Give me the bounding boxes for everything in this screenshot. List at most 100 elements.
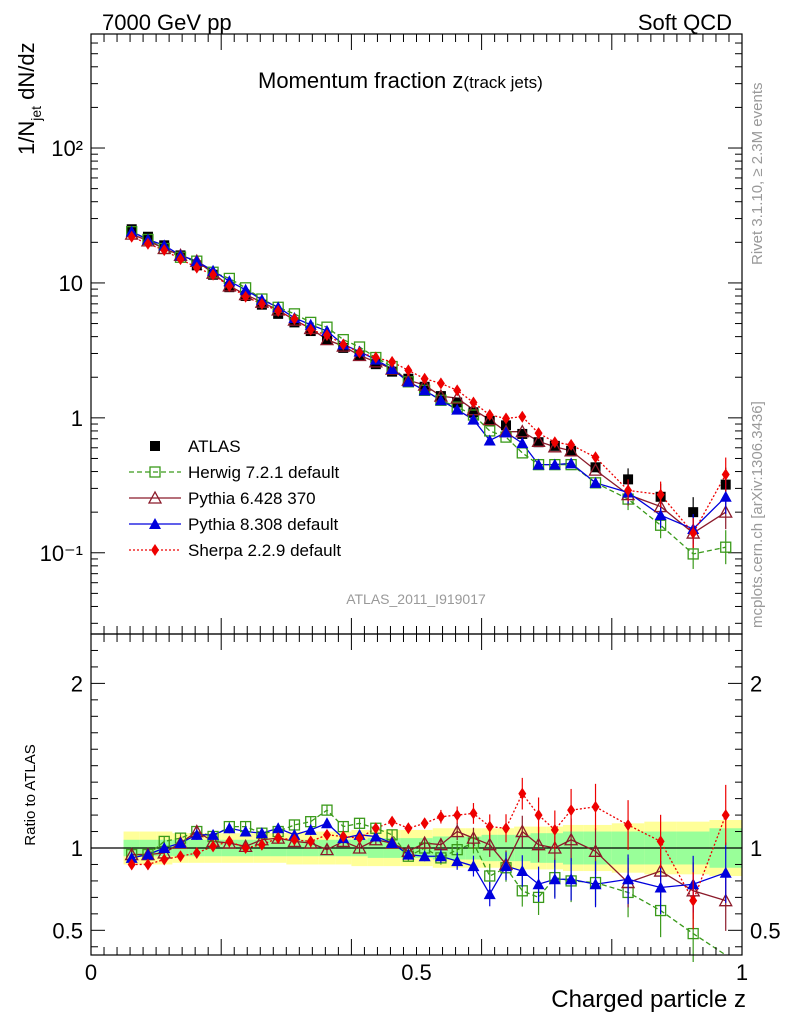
pythia8-marker <box>141 848 154 860</box>
sherpa-marker <box>388 815 397 828</box>
sherpa-marker <box>143 237 152 250</box>
sherpa-marker <box>160 244 169 257</box>
sherpa-marker <box>420 817 429 830</box>
pythia8-marker <box>622 873 635 885</box>
pythia8-marker <box>654 509 667 521</box>
sherpa-marker <box>656 835 665 848</box>
pythia8-marker <box>304 823 317 835</box>
sherpa-marker <box>306 835 315 848</box>
sherpa-marker <box>339 830 348 843</box>
pythia8-marker <box>467 860 480 872</box>
pythia6-marker <box>718 893 733 907</box>
legend-label-atlas: ATLAS <box>188 437 241 456</box>
main-title: Momentum fraction z(track jets) <box>258 68 543 93</box>
pythia8-marker <box>190 255 203 267</box>
pythia8-marker <box>149 518 161 529</box>
atlas-marker <box>623 474 634 485</box>
sherpa-marker <box>355 832 364 845</box>
pythia8-marker <box>483 434 496 446</box>
rivet-label: Rivet 3.1.10, ≥ 2.3M events <box>749 83 766 266</box>
pythia8-marker <box>500 426 513 438</box>
pythia6-marker <box>319 332 335 346</box>
pythia6-marker <box>319 842 335 856</box>
pythia6-marker <box>531 433 546 447</box>
sherpa-marker <box>225 835 234 848</box>
pythia6-marker <box>547 439 562 453</box>
sherpa-marker <box>339 338 348 351</box>
pythia8-marker <box>500 860 513 872</box>
pythia6-marker <box>564 443 579 457</box>
sherpa-marker <box>420 372 429 385</box>
ratio-y-tick-label-right: 2 <box>750 671 762 696</box>
title-main: Momentum fraction <box>258 68 452 93</box>
sherpa-marker <box>518 410 527 423</box>
sherpa-marker <box>192 846 201 859</box>
sherpa-marker <box>322 329 331 342</box>
pythia8-marker <box>532 458 545 470</box>
pythia8-marker <box>239 825 252 837</box>
pythia8-marker <box>320 817 333 829</box>
sherpa-marker <box>502 822 511 835</box>
pythia6-marker <box>352 840 367 854</box>
sherpa-marker <box>371 351 380 364</box>
pythia8-marker <box>223 822 236 834</box>
pythia8-marker <box>516 865 529 877</box>
sherpa-marker <box>160 853 169 866</box>
pythia8-marker <box>125 851 138 863</box>
pythia8-marker <box>272 822 285 834</box>
pythia8-marker <box>548 458 561 470</box>
sherpa-marker <box>721 468 730 481</box>
sherpa-marker <box>371 822 380 835</box>
x-axis-label: Charged particle z <box>551 986 746 1013</box>
legend-label-pythia6: Pythia 6.428 370 <box>188 489 316 508</box>
mcplots-label: mcplots.cern.ch [arXiv:1306.3436] <box>749 401 766 628</box>
sherpa-marker <box>721 809 730 822</box>
atlas-marker <box>517 428 528 439</box>
sherpa-marker <box>306 323 315 336</box>
legend: ATLAS Herwig 7.2.1 default Pythia 6.428 37… <box>129 437 341 560</box>
sherpa-marker <box>176 253 185 266</box>
pythia8-marker <box>369 830 382 842</box>
title-var: z <box>452 68 463 93</box>
sherpa-marker <box>257 297 266 310</box>
x-tick-label: 1 <box>736 960 748 985</box>
ratio-frame <box>90 633 743 956</box>
ratio-y-tick-label-right: 0.5 <box>750 918 781 943</box>
y-tick-label: 10 <box>59 271 83 296</box>
sherpa-marker <box>274 304 283 317</box>
pythia6-marker <box>147 490 163 504</box>
sherpa-marker <box>274 832 283 845</box>
herwig-marker <box>687 548 699 560</box>
sherpa-marker <box>127 230 136 243</box>
sherpa-marker <box>550 436 559 449</box>
pythia8-marker <box>190 828 203 840</box>
atlas-marker <box>688 507 699 518</box>
title-sub: (track jets) <box>463 73 542 92</box>
y-tick-label: 10² <box>51 136 83 161</box>
sherpa-marker <box>388 355 397 368</box>
pythia6-marker <box>482 412 497 426</box>
sherpa-marker <box>225 279 234 292</box>
pythia8-marker <box>402 375 415 387</box>
herwig-marker <box>353 817 366 829</box>
sherpa-marker <box>127 858 136 871</box>
sherpa-marker <box>567 804 576 817</box>
sherpa-marker <box>404 822 413 835</box>
sherpa-marker <box>404 364 413 377</box>
atlas-marker <box>150 441 160 451</box>
sherpa-marker <box>290 313 299 326</box>
pythia6-marker <box>450 824 465 838</box>
main-panel: 10⁻¹ 1 10 10² <box>40 33 743 635</box>
sherpa-marker <box>469 807 478 820</box>
ratio-y-tick-label: 1 <box>71 836 83 861</box>
pythia8-marker <box>589 476 602 488</box>
pythia8-marker <box>158 842 171 853</box>
pythia8-marker <box>402 848 415 860</box>
pythia6-marker <box>482 837 497 851</box>
sherpa-marker <box>689 527 698 540</box>
sherpa-marker <box>436 810 445 823</box>
pythia6-marker <box>466 830 481 844</box>
pythia6-marker <box>515 824 530 838</box>
pythia8-marker <box>719 490 732 502</box>
